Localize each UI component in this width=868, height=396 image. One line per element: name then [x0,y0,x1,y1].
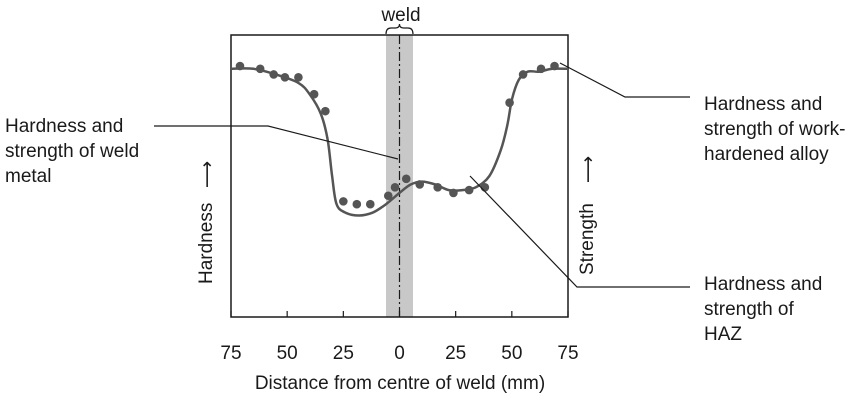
x-axis-ticks: 75 50 25 0 25 50 75 [220,311,579,364]
leader-line-work-hardened [559,62,690,98]
data-point [505,98,514,107]
hardness-label-text: Hardness [196,203,217,284]
hardness-curve [230,67,569,217]
data-point [235,61,245,71]
weld-label: weld [380,5,420,26]
leader-line-haz [469,175,690,288]
data-point [401,174,411,184]
x-tick-label: 75 [220,343,241,364]
data-point [280,73,290,82]
hardness-axis-label: Hardness ⟶ [196,161,218,284]
annotation-weld-metal-line: Hardness and [5,116,123,137]
data-point [480,182,490,192]
data-point [321,106,330,116]
annotation-work-hardened-line: hardened alloy [704,144,829,165]
annotation-work-hardened-line: strength of work- [704,119,846,140]
x-tick-label: 75 [557,343,578,364]
x-tick-label: 0 [394,343,405,364]
data-point [415,180,425,189]
data-point [309,89,319,99]
annotation-haz-line: Hardness and [704,274,822,295]
hardness-arrow-icon: ⟶ [197,161,218,188]
data-points [235,61,559,209]
data-point [365,199,375,209]
leader-line-weld-metal [154,125,399,160]
strength-arrow-icon: ⟶ [578,156,599,183]
weld-brace [385,23,414,35]
annotation-haz-line: strength of [704,299,794,320]
data-point [352,199,362,209]
strength-label-text: Strength [577,203,598,275]
annotation-haz-line: HAZ [704,324,742,345]
data-point [536,64,546,74]
x-tick-label: 25 [445,343,466,364]
data-point [449,188,458,198]
x-tick-label: 25 [333,343,354,364]
data-point [294,73,303,82]
annotation-weld-metal-line: strength of weld [5,141,139,162]
x-axis-label: Distance from centre of weld (mm) [255,373,545,394]
data-point [464,185,474,195]
annotation-weld-metal-line: metal [5,166,51,187]
data-point [433,182,442,192]
x-tick-label: 50 [501,343,522,364]
data-point [518,70,528,79]
data-point [255,64,265,74]
annotation-work-hardened-line: Hardness and [704,94,822,115]
annotation-weld-metal: Hardness and strength of weld metal [5,116,144,187]
data-point [390,182,400,192]
strength-axis-label: Strength ⟶ [577,156,599,275]
data-point [550,61,559,71]
data-point [339,197,348,206]
annotation-work-hardened: Hardness and strength of work- hardened … [704,94,851,165]
annotation-haz: Hardness and strength of HAZ [704,274,828,345]
data-point [269,70,278,79]
data-point [383,191,393,201]
x-tick-label: 50 [277,343,298,364]
